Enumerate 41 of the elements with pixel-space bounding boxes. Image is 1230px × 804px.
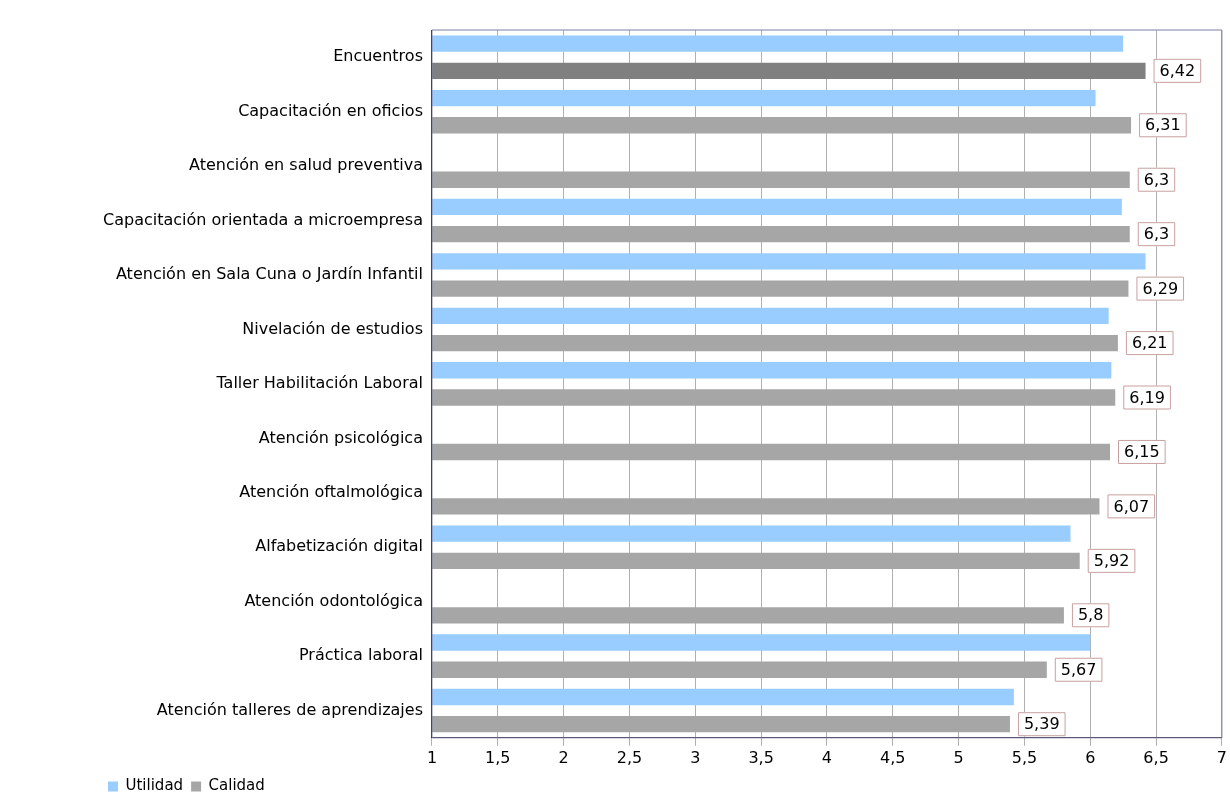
x-tick-label: 1,5 <box>485 747 511 767</box>
x-tick-label: 2 <box>558 747 569 767</box>
x-tick-label: 7 <box>1216 747 1227 767</box>
y-tick-label: Atención odontológica <box>244 590 423 610</box>
y-tick-label: Atención en Sala Cuna o Jardín Infantil <box>115 264 423 284</box>
y-tick-label: Nivelación de estudios <box>242 318 423 338</box>
legend-label: Calidad <box>208 776 265 795</box>
x-tick-label: 5 <box>953 747 964 767</box>
y-tick-label: Atención oftalmológica <box>239 481 423 501</box>
data-label: 6,31 <box>1145 115 1181 135</box>
data-label: 6,3 <box>1143 224 1170 244</box>
data-label: 6,21 <box>1131 333 1168 353</box>
y-tick-label: Encuentros <box>333 46 423 66</box>
data-label: 6,07 <box>1113 496 1150 516</box>
data-label: 5,92 <box>1093 551 1130 571</box>
data-label: 6,3 <box>1143 169 1170 189</box>
x-tick-label: 6,5 <box>1143 747 1169 767</box>
y-tick-label: Atención psicológica <box>258 427 423 447</box>
data-label: 6,42 <box>1159 60 1196 80</box>
x-tick-label: 3,5 <box>748 747 774 767</box>
y-tick-label: Capacitación en oficios <box>238 100 423 120</box>
y-tick-label: Atención en salud preventiva <box>189 155 423 175</box>
x-tick-label: 5,5 <box>1011 747 1038 767</box>
data-label: 5,39 <box>1023 714 1060 734</box>
data-label: 5,67 <box>1060 659 1097 679</box>
x-tick-label: 3 <box>690 747 701 767</box>
x-tick-label: 1 <box>426 747 438 767</box>
data-label: 6,29 <box>1142 278 1179 298</box>
y-tick-label: Alfabetización digital <box>255 536 423 556</box>
legend-label: Utilidad <box>125 776 184 795</box>
y-tick-label: Práctica laboral <box>298 645 423 665</box>
x-tick-label: 6 <box>1085 747 1096 767</box>
x-tick-label: 2,5 <box>616 747 643 767</box>
y-tick-label: Taller Habilitación Laboral <box>215 373 423 393</box>
x-tick-label: 4 <box>821 747 833 767</box>
data-label: 5,8 <box>1077 605 1104 625</box>
y-tick-label: Atención talleres de aprendizajes <box>156 699 423 719</box>
data-label: 6,15 <box>1124 442 1160 462</box>
data-label: 6,19 <box>1129 387 1165 407</box>
x-tick-label: 4,5 <box>880 747 906 767</box>
y-tick-label: Capacitación orientada a microempresa <box>103 209 423 229</box>
